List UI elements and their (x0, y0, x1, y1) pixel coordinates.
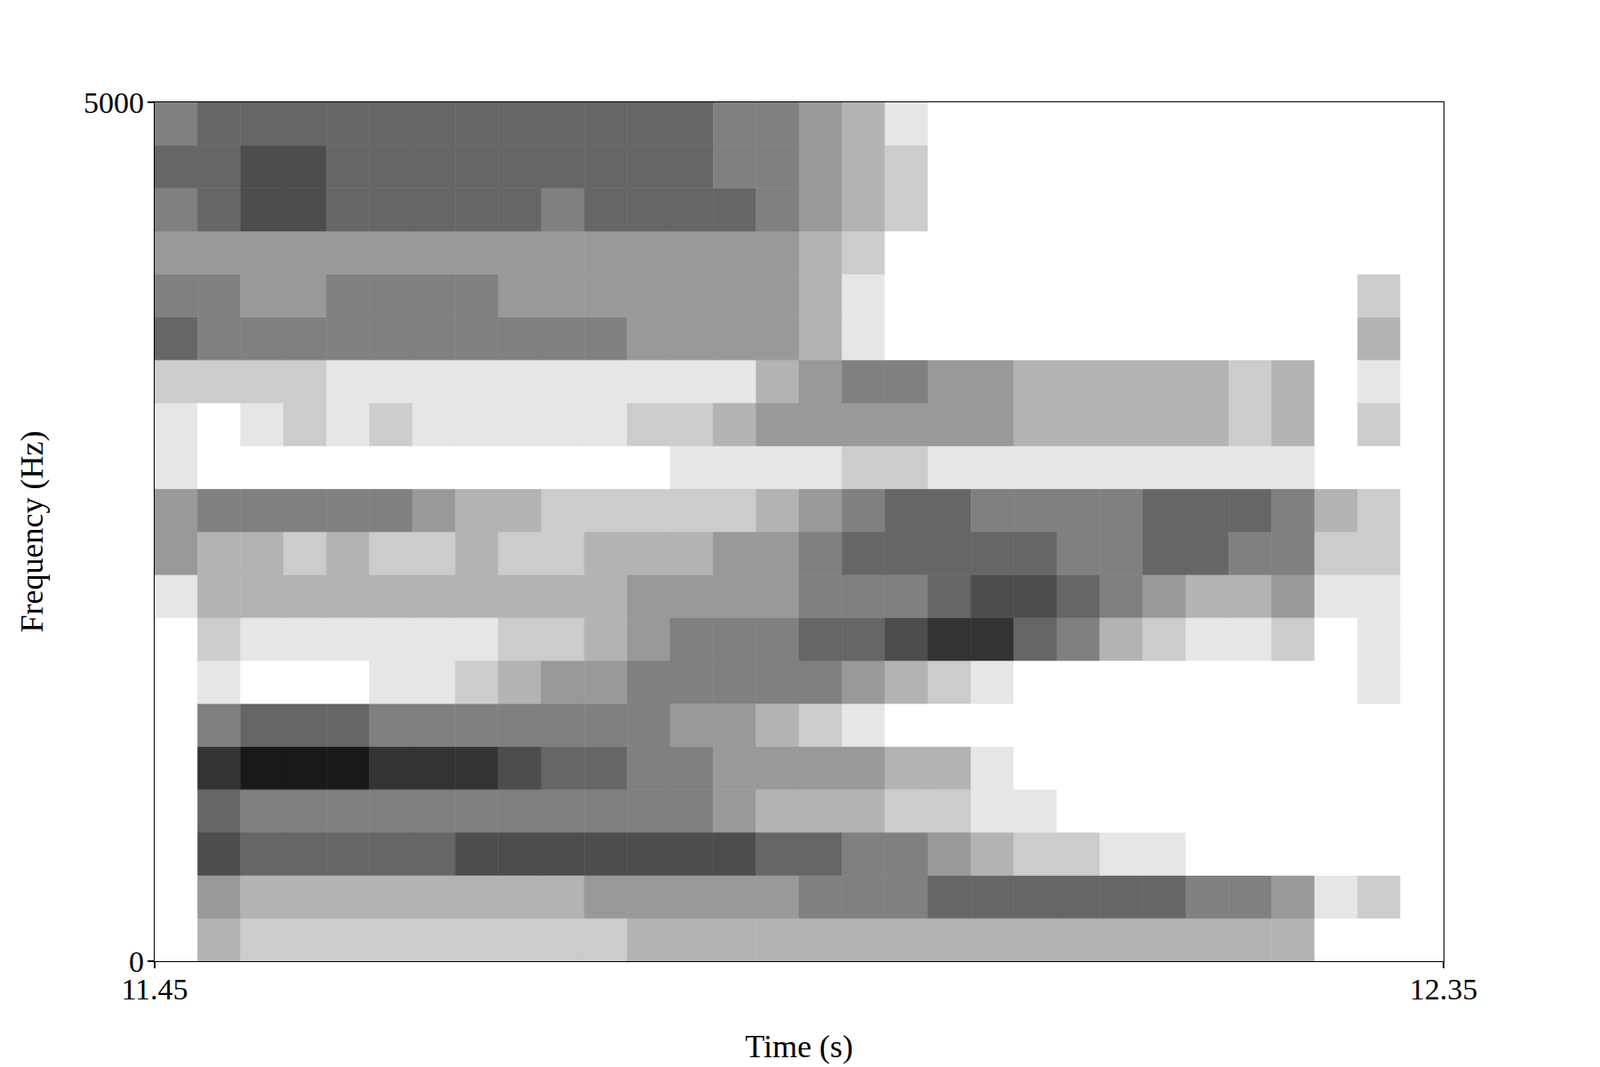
svg-text:12.35: 12.35 (1409, 972, 1479, 1006)
svg-text:5000: 5000 (83, 86, 144, 120)
svg-text:Time (s): Time (s) (744, 1028, 854, 1064)
svg-text:0: 0 (128, 944, 144, 978)
svg-text:11.45: 11.45 (120, 972, 188, 1006)
svg-text:Frequency (Hz): Frequency (Hz) (14, 431, 50, 633)
